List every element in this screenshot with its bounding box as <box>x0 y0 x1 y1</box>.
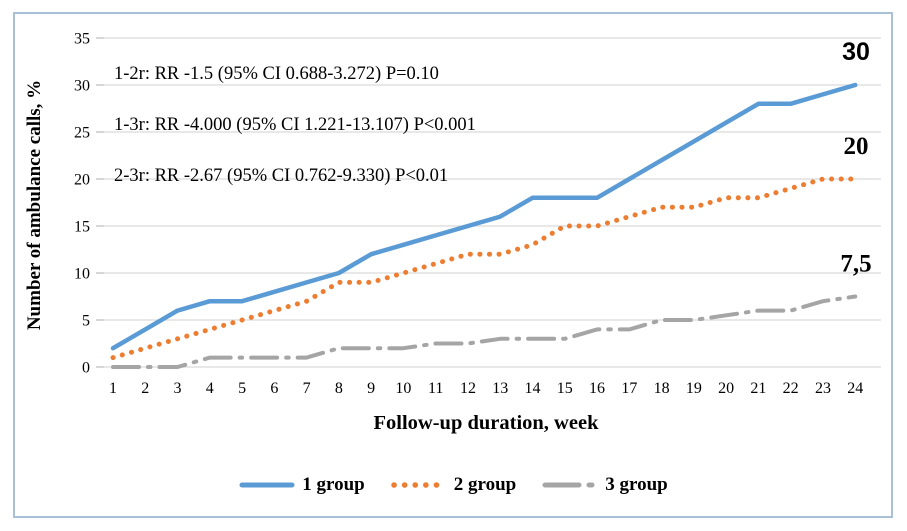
x-tick-label: 14 <box>525 380 541 397</box>
x-tick-label: 12 <box>460 380 476 397</box>
legend-label: 3 group <box>605 474 668 495</box>
legend-dash-dot-line-icon <box>542 482 598 488</box>
y-tick-label: 35 <box>74 31 90 48</box>
y-tick-label: 20 <box>74 172 90 189</box>
x-tick-label: 20 <box>718 380 734 397</box>
legend-dotted-line-icon <box>391 482 447 488</box>
x-tick-label: 21 <box>750 380 766 397</box>
annotation-text: 2-3r: RR -2.67 (95% CI 0.762-9.330) P<0.… <box>114 166 448 186</box>
legend-label: 2 group <box>453 474 517 495</box>
x-tick-label: 5 <box>238 380 246 397</box>
axis-ticks <box>96 37 104 368</box>
legend-item-3-group: 3 group <box>542 474 668 496</box>
x-tick-label: 16 <box>589 380 605 397</box>
end-labels: 30 20 7,5 <box>840 38 871 278</box>
series-end-label: 20 <box>844 133 869 160</box>
x-tick-label: 7 <box>303 380 311 397</box>
legend-solid-line-icon <box>239 482 295 488</box>
annotation-text: 1-2r: RR -1.5 (95% CI 0.688-3.272) P=0.1… <box>114 64 439 84</box>
x-tick-label: 22 <box>783 380 799 397</box>
x-tick-label: 24 <box>847 380 863 397</box>
y-tick-label: 25 <box>74 125 90 142</box>
legend-item-1-group: 1 group <box>239 474 365 496</box>
x-tick-label: 18 <box>654 380 670 397</box>
x-tick-label: 19 <box>686 380 702 397</box>
x-tick-label: 17 <box>621 380 637 397</box>
x-tick-label: 23 <box>815 380 831 397</box>
x-tick-label: 11 <box>428 380 443 397</box>
y-tick-label: 30 <box>74 78 90 95</box>
x-tick-label: 10 <box>395 380 411 397</box>
gridlines <box>104 37 881 368</box>
legend-label: 1 group <box>302 474 365 495</box>
x-tick-label: 2 <box>141 380 149 397</box>
x-axis-title: Follow-up duration, week <box>374 412 600 434</box>
series-lines <box>110 82 858 369</box>
series-line-3-group <box>111 294 858 369</box>
x-tick-label: 8 <box>335 380 343 397</box>
y-tick-label: 15 <box>74 219 90 236</box>
y-tick-labels: 0 5 10 15 20 25 30 35 <box>74 31 90 377</box>
series-line-1-group <box>110 82 858 351</box>
chart-border <box>13 12 893 518</box>
annotation-text: 1-3r: RR -4.000 (95% CI 1.221-13.107) P<… <box>114 115 476 135</box>
legend: 1 group 2 group 3 group <box>0 468 907 502</box>
x-tick-label: 9 <box>367 380 375 397</box>
x-tick-label: 4 <box>206 380 214 397</box>
y-tick-label: 0 <box>82 360 90 377</box>
y-axis-title: Number of ambulance calls, % <box>24 80 45 330</box>
series-end-label: 7,5 <box>840 251 871 278</box>
x-tick-label: 3 <box>174 380 182 397</box>
annotations: 1-2r: RR -1.5 (95% CI 0.688-3.272) P=0.1… <box>114 64 476 186</box>
x-tick-label: 13 <box>492 380 508 397</box>
x-tick-label: 6 <box>270 380 278 397</box>
series-line-2-group <box>110 176 858 361</box>
legend-item-2-group: 2 group <box>391 474 516 496</box>
x-tick-label: 15 <box>557 380 573 397</box>
series-end-label: 30 <box>842 38 870 66</box>
x-tick-label: 1 <box>109 380 117 397</box>
x-tick-labels: 1 2 3 4 5 6 7 8 9 10 11 12 13 14 15 16 17 18 19 20 21 22 23 24 <box>109 380 863 397</box>
y-tick-label: 10 <box>74 266 90 283</box>
y-tick-label: 5 <box>82 313 90 330</box>
